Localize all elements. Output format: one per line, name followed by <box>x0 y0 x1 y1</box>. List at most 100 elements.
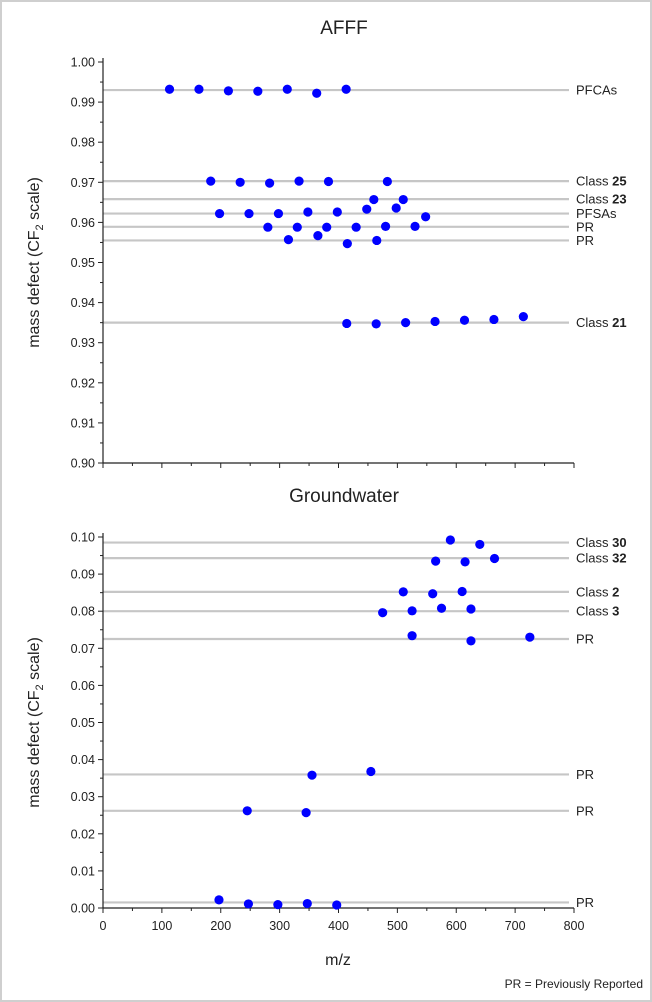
groundwater-data-point <box>243 899 254 909</box>
afff-data-point <box>273 208 284 219</box>
afff-data-point <box>381 221 391 232</box>
afff-data-point <box>421 212 431 222</box>
afff-data-point <box>164 84 175 94</box>
afff-reference-line-label: PFSAs <box>576 206 617 221</box>
groundwater-data-point <box>428 589 438 599</box>
groundwater-reference-label-text: Class <box>576 535 612 550</box>
afff-y-tick-label: 0.99 <box>71 96 95 110</box>
afff-data-point <box>372 235 382 246</box>
afff-data-point <box>362 204 372 214</box>
afff-reference-label-text: PFCAs <box>576 83 618 98</box>
afff-reference-line-label: PFCAs <box>576 83 618 98</box>
afff-y-axis-label-main: mass defect (CF <box>26 230 43 348</box>
groundwater-reference-label-class-number: 2 <box>612 584 619 599</box>
x-tick-label: 700 <box>505 919 526 933</box>
groundwater-data-point <box>445 535 455 545</box>
x-tick-label: 0 <box>100 919 107 933</box>
afff-reference-line-label: Class 25 <box>576 174 627 189</box>
groundwater-reference-label-text: Class <box>576 604 612 619</box>
afff-data-point <box>342 239 352 249</box>
groundwater-data-point <box>475 539 485 550</box>
afff-data-point <box>235 177 245 187</box>
groundwater-reference-label-class-number: 3 <box>612 604 619 619</box>
groundwater-data-point <box>525 632 535 642</box>
groundwater-reference-label-text: Class <box>576 551 612 566</box>
groundwater-y-tick-label: 0.06 <box>71 679 95 693</box>
groundwater-reference-line-label: Class 32 <box>576 551 627 566</box>
afff-data-point <box>391 203 401 213</box>
afff-data-point <box>263 222 273 232</box>
afff-data-point <box>369 194 379 205</box>
groundwater-data-point <box>466 636 476 646</box>
afff-data-point <box>265 178 275 188</box>
afff-data-point <box>303 207 313 217</box>
groundwater-data-point <box>242 806 252 816</box>
groundwater-y-axis-label-rest: scale) <box>26 637 43 684</box>
groundwater-data-point <box>407 606 417 616</box>
afff-data-point <box>401 318 411 328</box>
afff-data-point <box>214 208 225 219</box>
groundwater-reference-line-label: PR <box>576 895 594 910</box>
afff-reference-label-text: PR <box>576 233 594 248</box>
afff-reference-label-text: Class <box>576 174 612 189</box>
groundwater-data-point <box>307 770 317 780</box>
afff-data-point <box>410 221 420 232</box>
groundwater-reference-label-text: Class <box>576 584 612 599</box>
footnote: PR = Previously Reported <box>505 977 643 991</box>
afff-data-point <box>398 194 408 205</box>
groundwater-data-point <box>301 808 311 818</box>
afff-reference-label-class-number: 25 <box>612 174 626 189</box>
afff-reference-line-label: Class 21 <box>576 315 627 330</box>
x-tick-label: 100 <box>151 919 172 933</box>
groundwater-data-point <box>407 631 417 641</box>
afff-data-point <box>430 316 440 327</box>
groundwater-reference-line-label: Class 30 <box>576 535 627 550</box>
afff-data-point <box>223 86 234 96</box>
groundwater-reference-line-label: PR <box>576 803 594 818</box>
groundwater-y-tick-label: 0.08 <box>71 605 95 619</box>
groundwater-y-axis-label-subscript: 2 <box>34 684 46 690</box>
afff-reference-label-text: Class <box>576 315 612 330</box>
afff-y-tick-label: 0.91 <box>71 416 95 430</box>
groundwater-data-point <box>460 557 470 567</box>
afff-data-point <box>459 315 470 325</box>
afff-data-point <box>489 314 499 325</box>
afff-data-point <box>371 319 381 329</box>
afff-data-point <box>518 312 528 322</box>
x-tick-label: 600 <box>446 919 467 933</box>
groundwater-y-tick-label: 0.09 <box>71 568 95 582</box>
afff-data-point <box>194 84 204 94</box>
afff-data-point <box>244 208 254 219</box>
afff-data-point <box>253 86 263 96</box>
groundwater-data-point <box>273 900 283 910</box>
groundwater-reference-label-class-number: 30 <box>612 535 626 550</box>
groundwater-data-point <box>214 895 224 905</box>
afff-data-point <box>323 176 334 187</box>
groundwater-data-point <box>431 556 441 566</box>
afff-data-point <box>283 235 294 245</box>
afff-data-point <box>282 84 292 94</box>
afff-data-point <box>313 231 323 241</box>
x-axis-label: m/z <box>325 952 351 969</box>
afff-y-tick-label: 0.93 <box>71 336 95 350</box>
groundwater-reference-line-label: PR <box>576 767 594 782</box>
groundwater-data-point <box>489 553 500 564</box>
x-tick-label: 200 <box>210 919 231 933</box>
groundwater-y-tick-label: 0.04 <box>71 753 95 767</box>
afff-y-tick-label: 0.92 <box>71 376 95 390</box>
groundwater-reference-label-text: PR <box>576 632 594 647</box>
groundwater-data-point <box>457 586 467 597</box>
groundwater-y-tick-label: 0.03 <box>71 790 95 804</box>
afff-y-tick-label: 1.00 <box>71 56 95 70</box>
x-tick-label: 500 <box>387 919 408 933</box>
afff-reference-line-label: PR <box>576 219 594 234</box>
groundwater-reference-label-text: PR <box>576 803 594 818</box>
afff-reference-label-text: PFSAs <box>576 206 617 221</box>
x-tick-label: 400 <box>328 919 349 933</box>
groundwater-reference-line-label: Class 2 <box>576 584 619 599</box>
afff-reference-line-label: PR <box>576 233 594 248</box>
groundwater-data-point <box>332 900 342 910</box>
afff-data-point <box>332 207 342 217</box>
